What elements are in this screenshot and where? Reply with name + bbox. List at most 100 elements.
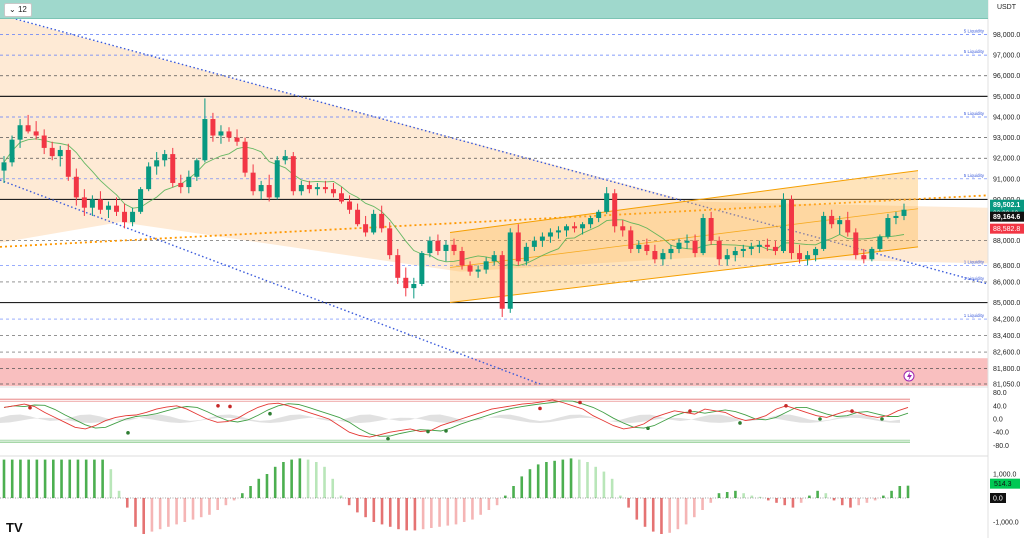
liquidity-label: 5 Liquidity bbox=[964, 111, 985, 116]
candle-body bbox=[805, 255, 811, 260]
candle-body bbox=[708, 218, 714, 241]
hist-bar bbox=[413, 498, 417, 531]
moving-average-line bbox=[3, 138, 905, 267]
price-tick-label: 93,000.0 bbox=[993, 135, 1020, 142]
osc-tick-label: -40.0 bbox=[993, 430, 1009, 437]
candle-body bbox=[226, 131, 232, 138]
candle-body bbox=[772, 246, 778, 252]
channel-upper bbox=[449, 170, 919, 233]
candle-body bbox=[620, 226, 626, 231]
price-tick-label: 82,600.0 bbox=[993, 350, 1020, 357]
candle-body bbox=[411, 283, 417, 289]
candle-body bbox=[644, 244, 650, 252]
hist-bar bbox=[676, 498, 680, 530]
hist-bar bbox=[175, 498, 178, 525]
candle-body bbox=[282, 156, 288, 161]
descending-zone-fill bbox=[0, 18, 988, 272]
candle-body bbox=[676, 242, 682, 249]
candle-body bbox=[170, 154, 176, 183]
osc-cross-dot bbox=[216, 404, 220, 408]
hist-bar bbox=[561, 459, 565, 498]
candle-body bbox=[33, 131, 39, 136]
timeframe-selector[interactable]: ⌄ 12 bbox=[4, 3, 32, 17]
hist-bar bbox=[577, 459, 581, 498]
hist-bar bbox=[528, 469, 532, 498]
hist-bar bbox=[520, 476, 524, 498]
candle-body bbox=[89, 199, 95, 208]
candle-body bbox=[829, 215, 835, 225]
hist-bar bbox=[487, 498, 491, 510]
candle-body bbox=[475, 269, 481, 272]
hist-bar bbox=[199, 498, 203, 518]
hist-bar bbox=[331, 478, 335, 498]
hist-bar bbox=[364, 498, 367, 518]
candle-body bbox=[700, 218, 706, 254]
candle-body bbox=[395, 255, 401, 278]
hist-bar bbox=[397, 498, 400, 530]
hist-bar bbox=[471, 498, 474, 520]
liquidity-label: 5 Liquidity bbox=[964, 28, 985, 33]
hist-bar bbox=[19, 459, 22, 498]
hist-bar bbox=[849, 498, 852, 508]
candle-body bbox=[764, 244, 770, 247]
upper-trendline bbox=[11, 17, 989, 285]
hist-bar bbox=[347, 498, 351, 506]
hist-bar bbox=[314, 462, 318, 498]
osc-cross-dot bbox=[818, 417, 822, 421]
hist-bar bbox=[27, 459, 30, 498]
hist-bar bbox=[651, 498, 655, 532]
hist-bar bbox=[536, 464, 540, 498]
candle-body bbox=[330, 189, 336, 194]
candle-body bbox=[234, 137, 240, 142]
candle-body bbox=[435, 240, 441, 252]
osc-cross-dot bbox=[538, 406, 542, 411]
hist-bar bbox=[701, 498, 704, 510]
candle-body bbox=[258, 185, 264, 192]
candle-body bbox=[628, 230, 634, 249]
candle-body bbox=[539, 236, 545, 241]
hist-bar bbox=[824, 493, 828, 498]
hist-bar bbox=[52, 459, 55, 498]
candle-body bbox=[483, 261, 489, 270]
hist-bar bbox=[553, 460, 556, 498]
lower-trendline bbox=[0, 179, 541, 385]
candle-body bbox=[25, 125, 31, 132]
candle-body bbox=[347, 201, 353, 210]
hist-bar bbox=[249, 486, 252, 498]
candle-body bbox=[73, 176, 79, 198]
hist-bar bbox=[93, 459, 96, 498]
candle-body bbox=[564, 226, 569, 231]
lightning-icon bbox=[903, 370, 915, 382]
price-tick-label: 98,000.0 bbox=[993, 32, 1020, 39]
price-badge-red bbox=[990, 223, 1024, 234]
trend-lines bbox=[0, 17, 989, 385]
candle-body bbox=[314, 187, 320, 190]
candle-body bbox=[146, 166, 152, 190]
hist-bar bbox=[2, 459, 6, 498]
hist-bar bbox=[323, 466, 326, 498]
hist-bar bbox=[405, 498, 408, 531]
candlesticks bbox=[1, 98, 907, 317]
hist-bar bbox=[101, 459, 104, 498]
price-tick-label: 86,000.0 bbox=[993, 279, 1020, 286]
price-tick-label: 95,000.0 bbox=[993, 94, 1020, 101]
candle-body bbox=[162, 154, 168, 161]
osc-cross-dot bbox=[228, 404, 232, 409]
hist-bar bbox=[783, 498, 787, 506]
hist-bar bbox=[594, 466, 598, 498]
osc-cross-dot bbox=[268, 411, 272, 416]
liquidity-labels: 5 Liquidity 5 Liquidity 5 Liquidity 5 Liqui… bbox=[964, 28, 985, 318]
price-tick-label: 86,800.0 bbox=[993, 263, 1020, 270]
candle-body bbox=[756, 244, 762, 247]
candle-body bbox=[845, 220, 851, 233]
hist-bar bbox=[832, 498, 836, 501]
oscillator-panel: 80.0 40.0 0.0 -40.0 -80.0 bbox=[0, 386, 1009, 450]
hist-bar bbox=[35, 459, 39, 498]
hist-bar bbox=[684, 498, 688, 525]
candle-body bbox=[114, 205, 119, 212]
candle-body bbox=[306, 185, 312, 190]
candle-body bbox=[523, 246, 529, 262]
osc-tick-label: 80.0 bbox=[993, 390, 1007, 397]
